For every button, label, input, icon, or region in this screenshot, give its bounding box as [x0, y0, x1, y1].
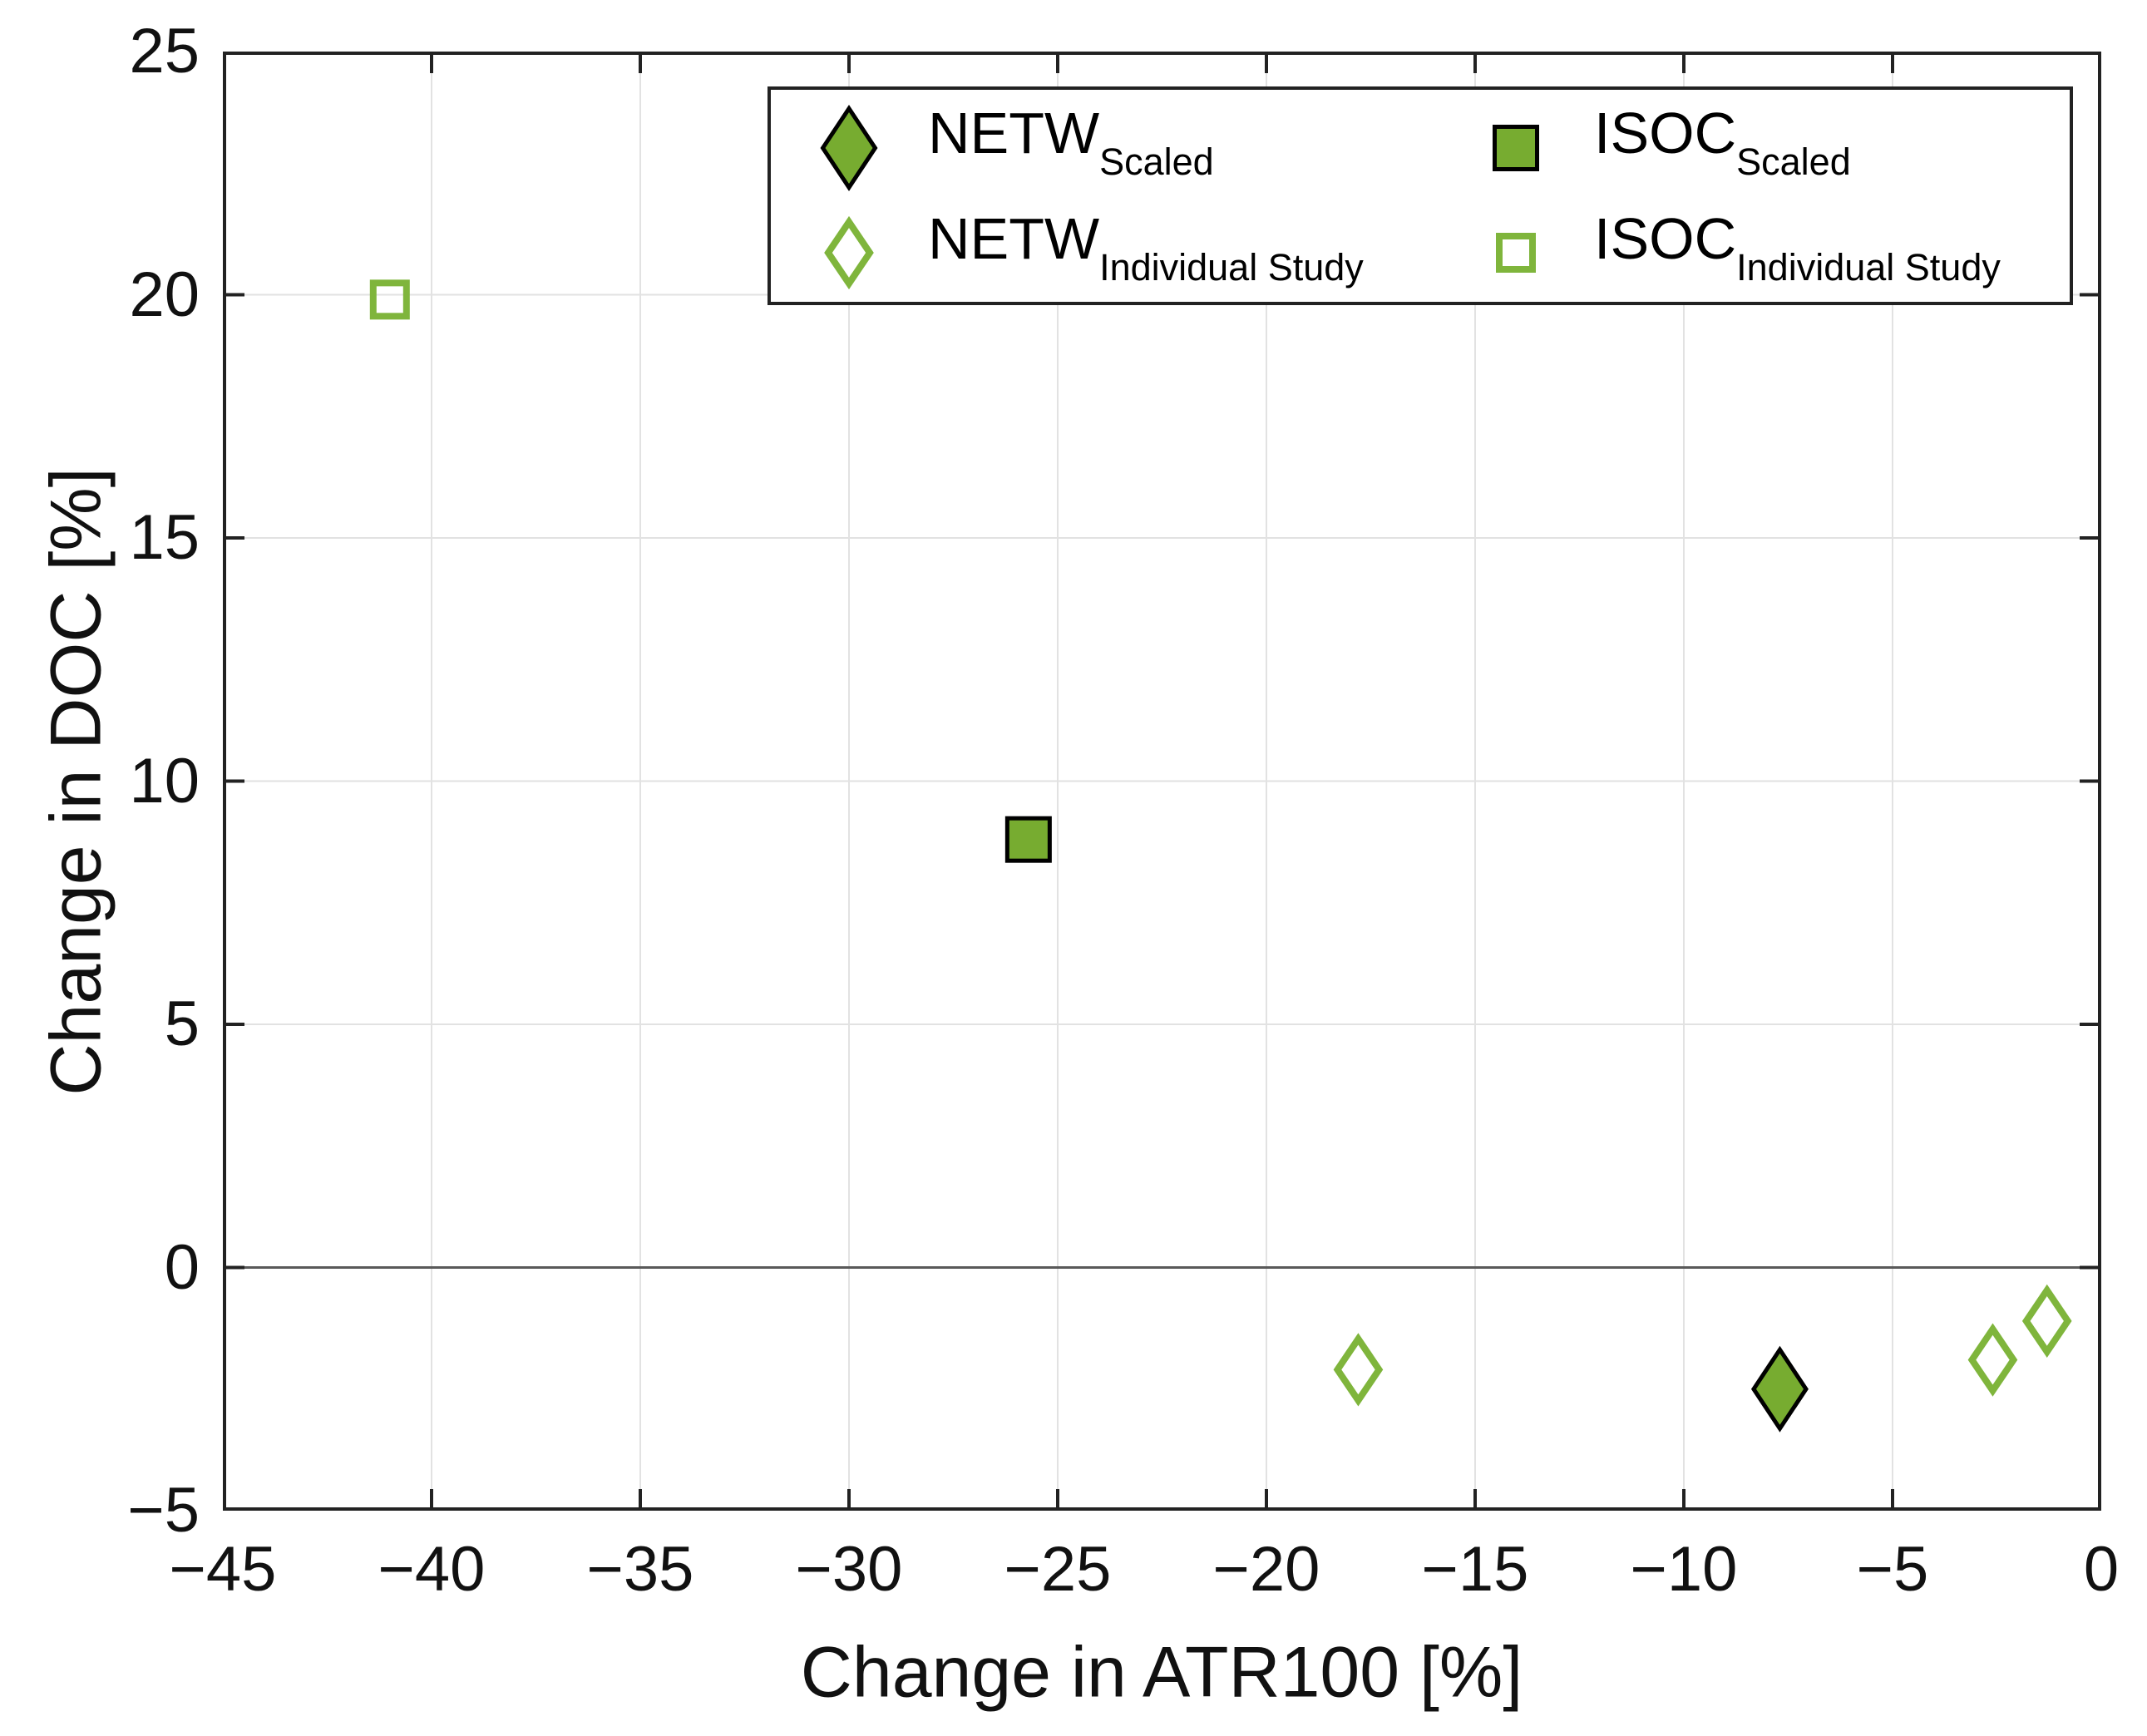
y-tick-label: 10 — [129, 745, 200, 816]
legend-netw-individual-study-glyph — [824, 215, 874, 290]
legend-label-main: ISOC — [1594, 206, 1737, 271]
y-tick-label: 15 — [129, 502, 200, 573]
legend-isoc-scaled-glyph — [1493, 125, 1539, 171]
x-tick-label: −35 — [586, 1534, 694, 1605]
legend-label-main: NETW — [928, 101, 1100, 165]
legend: NETWScaled NETWIndividual Study ISOCScaled… — [767, 86, 2073, 305]
x-tick-label: −15 — [1421, 1534, 1529, 1605]
data-point-netw-individual-study — [1333, 1333, 1384, 1407]
data-point-netw-individual-study — [2021, 1284, 2072, 1358]
axes-box — [223, 52, 2101, 1511]
y-tick-label: 25 — [129, 16, 200, 86]
legend-label-main: NETW — [928, 206, 1100, 271]
legend-marker-diamond-open-icon — [824, 215, 874, 290]
x-tick-label: 0 — [2083, 1534, 2120, 1605]
legend-marker-square-icon — [1493, 125, 1539, 171]
x-tick-label: −40 — [378, 1534, 486, 1605]
x-tick-label: −10 — [1630, 1534, 1738, 1605]
legend-entry-isoc-individual-study: ISOCIndividual Study — [1594, 206, 2001, 289]
legend-label-subscript: Individual Study — [1736, 246, 2001, 289]
legend-label-subscript: Scaled — [1736, 141, 1851, 183]
data-point-isoc-individual-study — [369, 279, 410, 320]
y-tick-label: 5 — [164, 989, 200, 1059]
y-tick-label: 20 — [129, 259, 200, 330]
legend-entry-netw-scaled: NETWScaled — [928, 101, 1214, 183]
x-tick-label: −25 — [1004, 1534, 1112, 1605]
data-point-isoc-scaled — [1004, 816, 1052, 863]
legend-label-subscript: Scaled — [1099, 141, 1214, 183]
x-tick-label: −30 — [795, 1534, 903, 1605]
legend-marker-diamond-icon — [820, 104, 878, 192]
legend-label-main: ISOC — [1594, 101, 1737, 165]
legend-entry-isoc-scaled: ISOCScaled — [1594, 101, 1851, 183]
x-tick-label: −45 — [169, 1534, 277, 1605]
legend-isoc-individual-study-glyph — [1496, 233, 1536, 273]
y-axis-label: Change in DOC [%] — [36, 467, 116, 1096]
y-tick-label: −5 — [127, 1475, 200, 1546]
y-tick-label: 0 — [164, 1231, 200, 1303]
legend-label-subscript: Individual Study — [1099, 246, 1364, 289]
legend-marker-square-open-icon — [1496, 233, 1536, 273]
legend-entry-netw-individual-study: NETWIndividual Study — [928, 206, 1364, 289]
data-point-netw-scaled — [1750, 1345, 1809, 1433]
legend-netw-scaled-glyph — [820, 104, 878, 192]
x-axis-label: Change in ATR100 [%] — [800, 1632, 1523, 1713]
data-point-netw-individual-study — [1967, 1323, 2018, 1397]
x-tick-label: −20 — [1212, 1534, 1320, 1605]
x-tick-label: −5 — [1856, 1534, 1929, 1605]
